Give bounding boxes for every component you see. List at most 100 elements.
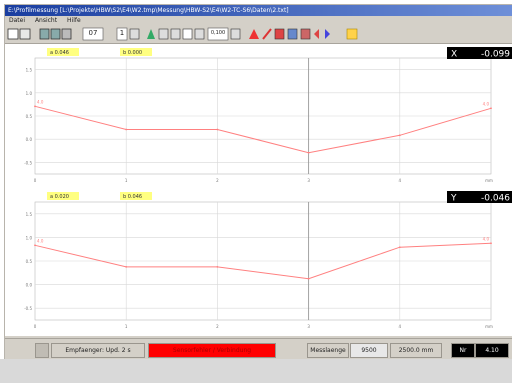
- window-title: E:\Profilmessung [L:\Projekte\HBW\S2\E4\…: [8, 7, 289, 14]
- compare-icon[interactable]: [300, 28, 311, 40]
- right-end-label: 4.0: [483, 236, 490, 241]
- left-right-icon[interactable]: [314, 29, 319, 39]
- profile-curve: [34, 105, 492, 154]
- scale-icon[interactable]: [230, 28, 241, 40]
- open-icon[interactable]: [19, 28, 31, 40]
- x-tick-label: 4: [399, 324, 402, 329]
- marker-a-box[interactable]: [47, 192, 79, 200]
- readout-value: -0.099: [481, 50, 510, 60]
- counter-box: [82, 27, 104, 41]
- x-tick-label: 2: [216, 178, 219, 183]
- marker-b-label: b 0.046: [123, 194, 142, 200]
- curve-point: [398, 134, 401, 137]
- left-end-label: 4.0: [37, 99, 44, 104]
- x-tick-label: mm: [485, 178, 493, 183]
- readout-box: [447, 191, 512, 203]
- curve-point: [216, 128, 219, 131]
- receiver-label: Empfaenger: Upd. 2 s: [51, 343, 145, 358]
- value-label: 1: [119, 29, 125, 37]
- frame-icon[interactable]: [182, 28, 193, 40]
- value-box: [116, 27, 128, 41]
- y-tick-label: 0.0: [26, 137, 33, 142]
- menu-view[interactable]: Ansicht: [34, 17, 58, 24]
- zoom-box: [207, 27, 229, 41]
- zoom-value: 0,100: [210, 30, 226, 36]
- warning-icon[interactable]: [249, 29, 259, 39]
- cursor-icon[interactable]: [194, 28, 205, 40]
- new-file-icon[interactable]: [7, 28, 19, 40]
- x-tick-label: 1: [125, 178, 128, 183]
- readout-axis-label: X: [451, 50, 457, 60]
- nav-right-icon[interactable]: [325, 29, 330, 39]
- x-tick-label: 4: [399, 178, 402, 183]
- counter-value: 07: [88, 29, 98, 37]
- curve-point: [307, 151, 310, 154]
- x-tick-label: 0: [34, 178, 37, 183]
- y-tick-label: 0.0: [26, 283, 33, 288]
- readout-box: [447, 47, 512, 59]
- title-bar: E:\Profilmessung [L:\Projekte\HBW\S2\E4\…: [5, 5, 512, 16]
- save-all-icon[interactable]: [50, 28, 61, 40]
- length-label: Messlaenge: [307, 343, 349, 358]
- y-tick-label: -0.5: [24, 160, 32, 165]
- left-end-label: 4.0: [37, 238, 44, 243]
- marker-a-label: a 0.046: [50, 50, 69, 56]
- curve-point: [125, 128, 128, 131]
- help-icon[interactable]: [346, 28, 358, 40]
- curve-point: [34, 105, 36, 108]
- pen-icon[interactable]: [262, 28, 272, 40]
- axis-value: 4.10: [475, 343, 509, 358]
- readout-value: -0.046: [481, 194, 510, 204]
- axis-label: Nr: [451, 343, 475, 358]
- y-tick-label: -0.5: [24, 306, 32, 311]
- y-tick-label: 0.5: [26, 114, 33, 119]
- application-window: E:\Profilmessung [L:\Projekte\HBW\S2\E4\…: [4, 4, 512, 360]
- receiver-indicator: [35, 343, 49, 358]
- marker-b-box[interactable]: [120, 192, 152, 200]
- menu-help[interactable]: Hilfe: [67, 17, 81, 24]
- marker-b-box[interactable]: [120, 48, 152, 56]
- y-tick-label: 1.5: [26, 212, 33, 217]
- profile-curve: [34, 242, 492, 280]
- zoom-icon[interactable]: [158, 28, 169, 40]
- plots-svg: 1.5 1.0 0.5 0.0 -0.5 0 1 2 3 4 mm 4.0 4.0 a 0.046 b 0.…: [24, 47, 512, 329]
- curve-point: [34, 244, 36, 247]
- measure-icon[interactable]: [274, 28, 285, 40]
- y-tick-label: 0.5: [26, 259, 33, 264]
- desktop-bottom: [0, 359, 512, 383]
- y-tick-label: 1.0: [26, 235, 33, 240]
- x-tick-label: mm: [485, 324, 493, 329]
- curve-point: [398, 246, 401, 249]
- readout-axis-label: Y: [450, 194, 457, 204]
- plot-area: 1.5 1.0 0.5 0.0 -0.5 0 1 2 3 4 mm 4.0 4.0 a 0.046 b 0.…: [5, 44, 512, 336]
- sigma-icon[interactable]: [170, 28, 181, 40]
- y-tick-label: 1.5: [26, 68, 33, 73]
- curve-point: [490, 242, 492, 245]
- curve-point: [216, 266, 219, 268]
- grid-icon[interactable]: [287, 28, 298, 40]
- alarm-field: Sensorfehler / Verbindung: [148, 343, 276, 358]
- curve-point: [307, 277, 310, 280]
- up-arrow-icon[interactable]: [147, 29, 155, 39]
- length-mm: 2500.0 mm: [390, 343, 442, 358]
- marker-b-label: b 0.000: [123, 50, 142, 56]
- y-tick-label: 1.0: [26, 91, 33, 96]
- toolbar: 07 1 0,100: [5, 25, 512, 44]
- print-icon[interactable]: [61, 28, 72, 40]
- x-tick-label: 0: [34, 324, 37, 329]
- x-tick-label: 3: [307, 178, 310, 183]
- marker-a-label: a 0.020: [50, 194, 69, 200]
- x-tick-label: 3: [307, 324, 310, 329]
- length-value: 9500: [350, 343, 388, 358]
- save-icon[interactable]: [39, 28, 50, 40]
- curve-point: [490, 107, 492, 110]
- marker-a-box[interactable]: [47, 48, 79, 56]
- right-end-label: 4.0: [483, 101, 490, 106]
- menu-file[interactable]: Datei: [9, 17, 26, 24]
- menu-bar: Datei Ansicht Hilfe: [5, 16, 512, 25]
- x-tick-label: 2: [216, 324, 219, 329]
- curve-point: [125, 266, 128, 268]
- x-tick-label: 1: [125, 324, 128, 329]
- list-icon[interactable]: [129, 28, 140, 40]
- status-bar: Empfaenger: Upd. 2 s Sensorfehler / Verb…: [5, 338, 512, 359]
